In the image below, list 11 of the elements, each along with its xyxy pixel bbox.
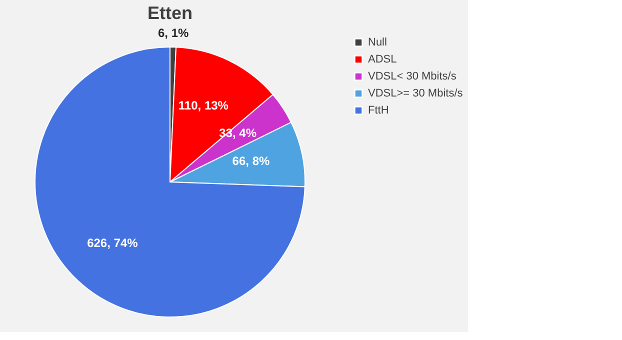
chart-title: Etten	[148, 3, 192, 24]
legend-label: VDSL>= 30 Mbits/s	[368, 88, 464, 100]
data-label: 110, 13%	[178, 98, 229, 112]
legend-label: FttH	[368, 104, 389, 116]
legend-label: ADSL	[368, 54, 397, 66]
pie-slice	[34, 46, 306, 318]
data-label: 66, 8%	[232, 154, 270, 168]
legend-label: Null	[368, 36, 387, 48]
data-label: 626, 74%	[87, 236, 138, 250]
data-label: 6, 1%	[158, 26, 190, 40]
legend-label: VDSL< 30 Mbits/s	[368, 70, 457, 82]
